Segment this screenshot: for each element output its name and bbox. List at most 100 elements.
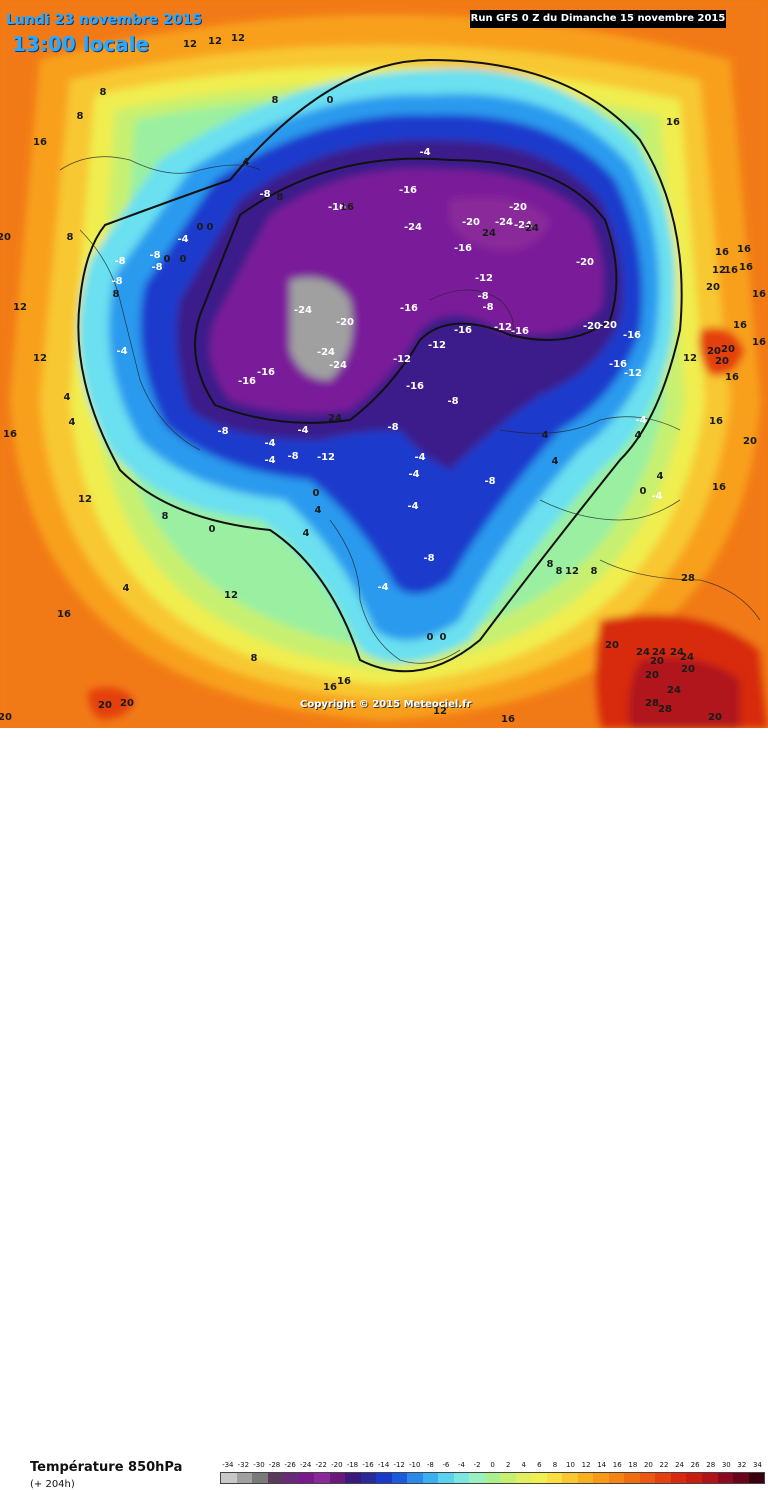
isotherm-label: -12 — [317, 452, 335, 463]
isotherm-label: 24 — [667, 685, 681, 696]
isotherm-label: 20 — [645, 670, 659, 681]
isotherm-label: 12 — [183, 39, 197, 50]
legend-tick: -32 — [237, 1461, 250, 1469]
isotherm-label: 4 — [243, 157, 250, 168]
legend-tick: 10 — [566, 1461, 575, 1469]
legend-tick: -10 — [409, 1461, 421, 1469]
isotherm-label: -24 — [514, 220, 532, 231]
isotherm-label: -20 — [583, 321, 601, 332]
legend-tick: 14 — [597, 1461, 607, 1469]
isotherm-label: 0 — [180, 254, 187, 265]
coastlines — [59, 156, 761, 664]
isotherm-label: 24 — [328, 413, 342, 424]
isotherm-label: -16 — [238, 376, 256, 387]
legend-swatch — [639, 1473, 656, 1483]
isotherm-label: 8 — [272, 95, 279, 106]
isotherm-label: 28 — [645, 698, 659, 709]
isotherm-label: 20 — [98, 700, 112, 711]
isotherm-label: 8 — [162, 511, 169, 522]
legend-tick: -30 — [253, 1461, 265, 1469]
isotherm-label: 0 — [207, 222, 214, 233]
legend-swatch — [407, 1473, 423, 1483]
isotherm-label: 20 — [0, 712, 12, 723]
isotherm-label: 4 — [542, 430, 549, 441]
legend-tick: 0 — [490, 1461, 495, 1469]
isotherm-label: -16 — [406, 381, 424, 392]
legend-swatch — [624, 1473, 640, 1483]
isotherm-label: 4 — [635, 430, 642, 441]
isotherm-label: 16 — [337, 676, 351, 687]
legend-swatch — [329, 1473, 346, 1483]
legend-swatch — [252, 1473, 268, 1483]
isotherm-label: 16 — [724, 265, 738, 276]
legend-tick: -20 — [331, 1461, 343, 1469]
legend-swatch — [500, 1473, 516, 1483]
isotherm-label: -4 — [414, 452, 425, 463]
isotherm-label: -12 — [475, 273, 493, 284]
isotherm-label: -8 — [287, 451, 298, 462]
legend-tick: 28 — [706, 1461, 716, 1469]
isotherm-label: -4 — [177, 234, 188, 245]
isotherm-label: -16 — [400, 303, 418, 314]
isotherm-label: 16 — [752, 337, 766, 348]
isotherm-label: -4 — [116, 346, 127, 357]
isotherm-label: 0 — [164, 254, 171, 265]
legend-swatch — [593, 1473, 609, 1483]
isotherm-label: 0 — [640, 486, 647, 497]
legend-swatch — [267, 1473, 284, 1483]
isotherm-label: -16 — [454, 325, 472, 336]
legend-tick: -28 — [268, 1461, 281, 1469]
isotherm-label: 20 — [708, 712, 722, 723]
isotherm-minus20-contour — [194, 157, 618, 424]
legend-swatch — [376, 1473, 392, 1483]
isotherm-label: 12 — [13, 302, 27, 313]
isotherm-label: -20 — [336, 317, 354, 328]
legend-tick: 30 — [721, 1461, 731, 1469]
isotherm-label: -4 — [635, 415, 646, 426]
isotherm-label: 0 — [440, 632, 447, 643]
isotherm-label: 20 — [120, 698, 134, 709]
isotherm-label: 8 — [100, 87, 107, 98]
copyright-text: Copyright © 2015 Meteociel.fr — [300, 699, 472, 710]
legend-swatch — [391, 1473, 408, 1483]
isotherm-label: 16 — [739, 262, 753, 273]
legend-swatch — [360, 1473, 377, 1483]
isotherm-label: 20 — [715, 356, 729, 367]
legend-tick: 6 — [537, 1461, 542, 1469]
isotherm-label: -8 — [114, 256, 125, 267]
isotherm-label: 16 — [33, 137, 47, 148]
isotherm-label: 16 — [715, 247, 729, 258]
legend-tick: 4 — [521, 1461, 526, 1469]
isotherm-label: 12 — [208, 36, 222, 47]
isotherm-label: 0 — [327, 95, 334, 106]
isotherm-label: -20 — [509, 202, 527, 213]
isotherm-label: -16 — [609, 359, 627, 370]
isotherm-label: 0 — [313, 488, 320, 499]
isotherm-label: 16 — [340, 202, 354, 213]
legend-tick: -16 — [362, 1461, 374, 1469]
legend-tick: -8 — [426, 1461, 434, 1469]
legend-swatch — [236, 1473, 253, 1483]
isotherm-label: 8 — [113, 289, 120, 300]
isotherm-label: -16 — [454, 243, 472, 254]
legend-swatch — [422, 1473, 439, 1483]
isotherm-label: 16 — [501, 714, 515, 725]
isotherm-label: 20 — [743, 436, 757, 447]
isotherm-label: -8 — [217, 426, 228, 437]
legend-swatch — [608, 1473, 625, 1483]
isotherm-label: -8 — [259, 189, 270, 200]
isotherm-label: -8 — [387, 422, 398, 433]
legend-tick: 8 — [552, 1461, 558, 1469]
isotherm-label: -12 — [494, 322, 512, 333]
legend-swatch — [717, 1473, 734, 1483]
isotherm-label: -8 — [149, 250, 160, 261]
isotherm-label: 20 — [681, 664, 695, 675]
legend-swatch — [562, 1473, 578, 1483]
legend-swatch — [438, 1473, 454, 1483]
legend-swatch — [469, 1473, 485, 1483]
isotherm-label: -4 — [408, 469, 419, 480]
isotherm-label: 12 — [433, 706, 447, 717]
isotherm-label: 12 — [224, 590, 238, 601]
legend-swatch — [283, 1473, 299, 1483]
